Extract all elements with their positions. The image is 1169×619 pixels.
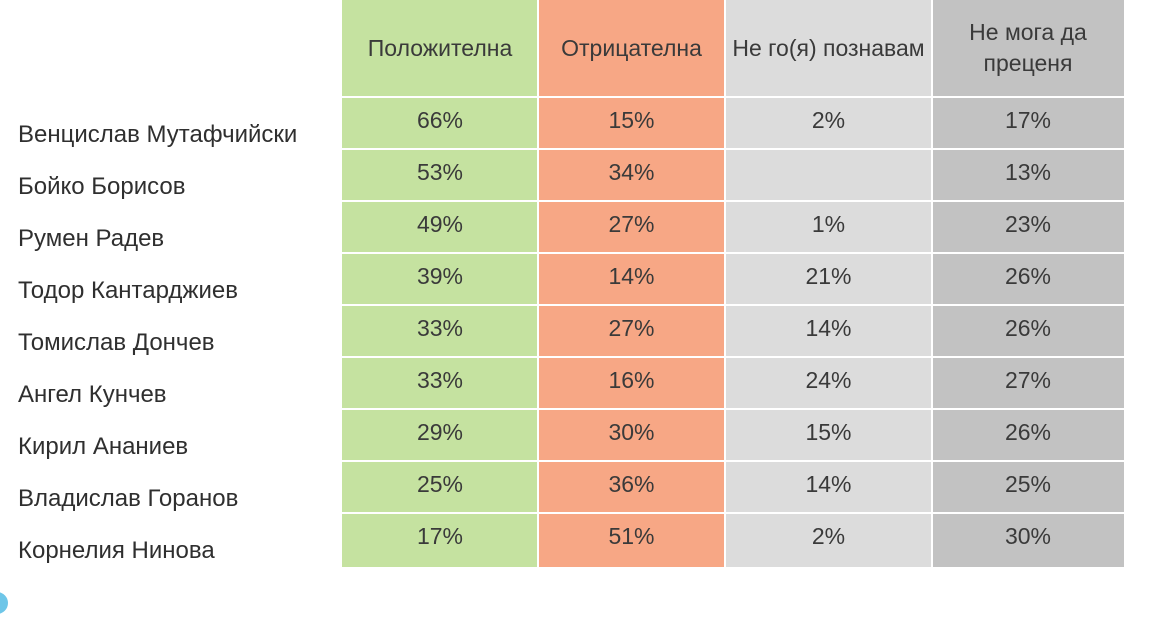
table-cell: 34% [608,158,655,185]
column-header-label: Не мога да преценя [969,19,1087,76]
row-divider [342,512,1124,514]
row-divider [342,408,1124,410]
row-divider [342,200,1124,202]
table-cell: 25% [1004,470,1052,497]
column-divider [724,0,726,567]
row-name: Томислав Дончев [18,329,215,356]
table-cell: 26% [1004,418,1052,445]
column-header-label: Положителна [367,34,513,61]
row-name: Владислав Горанов [18,485,239,512]
row-name: Тодор Кантарджиев [18,277,238,304]
table-cell: 27% [1004,366,1052,393]
table-cell: 23% [1004,210,1052,237]
column-header-4: Не мога да преценя [932,0,1124,96]
column-background-1 [342,0,538,567]
row-name: Румен Радев [18,225,165,252]
table-cell: 53% [416,158,464,185]
column-header-3: Не го(я) познавам [725,0,932,96]
column-header-label: Отрицателна [561,34,702,61]
table-cell: 1% [811,210,846,237]
row-name: Корнелия Нинова [18,537,215,564]
table-cell [725,146,932,198]
table-cell: 33% [416,314,464,341]
table-cell: 36% [608,470,655,497]
table-cell: 2% [811,106,846,133]
table-cell: 14% [608,262,655,289]
table-cell: 39% [416,262,464,289]
table-cell: 16% [608,366,655,393]
column-background-3 [725,0,932,567]
table-cell: 14% [805,314,852,341]
table-cell: 25% [416,470,464,497]
column-background-2 [538,0,725,567]
column-header-1: Положителна [342,0,538,96]
table-cell: 21% [805,262,852,289]
table-cell: 17% [1004,106,1052,133]
table-cell: 17% [416,522,464,549]
row-name: Венцислав Мутафчийски [18,121,298,148]
row-divider [342,96,1124,98]
table-cell: 33% [416,366,464,393]
table-cell: 15% [608,106,655,133]
table-cell: 26% [1004,262,1052,289]
table-cell: 29% [416,418,464,445]
row-divider [342,304,1124,306]
table-cell: 51% [608,522,655,549]
table-cell: 24% [805,366,852,393]
row-name: Ангел Кунчев [18,381,167,408]
column-header-2: Отрицателна [538,0,725,96]
table-cell: 66% [416,106,464,133]
table-cell: 13% [1004,158,1052,185]
row-divider [342,252,1124,254]
table-cell: 2% [811,522,846,549]
table-cell: 49% [416,210,464,237]
table-cell: 30% [1004,522,1052,549]
row-divider [342,356,1124,358]
column-divider [537,0,539,567]
column-background-4 [932,0,1124,567]
table-cell: 15% [805,418,852,445]
row-divider [342,148,1124,150]
column-divider [931,0,933,567]
row-divider [342,460,1124,462]
column-header-label: Не го(я) познавам [732,34,925,61]
table-cell: 30% [608,418,655,445]
table-cell: 27% [608,210,655,237]
table-cell: 27% [608,314,655,341]
table-cell: 26% [1004,314,1052,341]
row-name: Бойко Борисов [18,173,186,200]
row-name: Кирил Ананиев [18,433,189,460]
corner-circle-icon [0,592,8,614]
table-cell: 14% [805,470,852,497]
